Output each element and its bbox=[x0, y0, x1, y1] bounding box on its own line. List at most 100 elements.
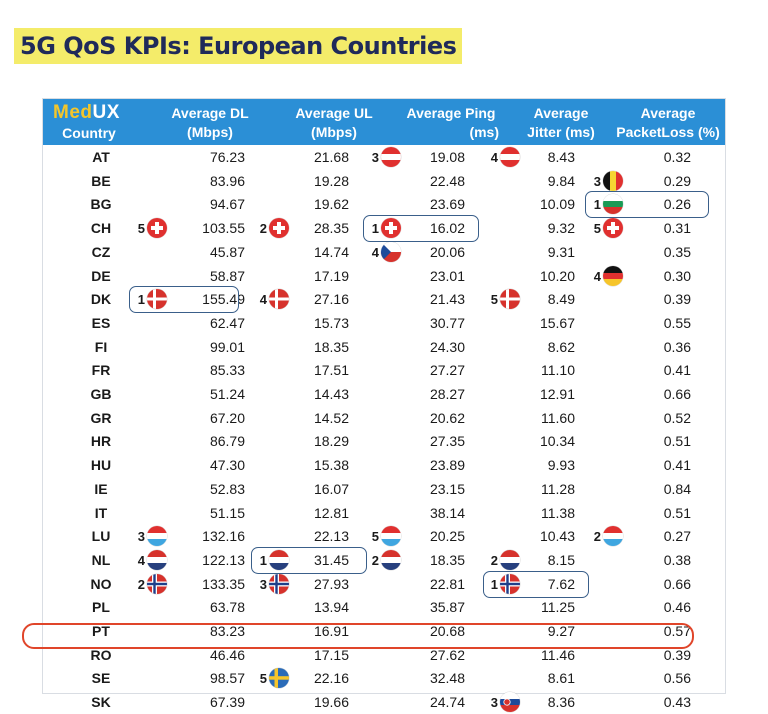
rank-number: 2 bbox=[593, 529, 601, 545]
flag-at-icon bbox=[381, 147, 401, 167]
table-row: GB 51.24 14.43 28.27 12.91 0.66 bbox=[43, 383, 725, 406]
flag-bg-icon bbox=[603, 194, 623, 215]
cell-ping: 18.35 bbox=[429, 551, 465, 568]
cell-country: GR bbox=[90, 409, 112, 426]
cell-jitter: 11.38 bbox=[541, 504, 575, 521]
cell-dl: 85.33 bbox=[209, 362, 245, 379]
table-row: DE 58.87 17.19 23.01 10.20 0.30 bbox=[43, 265, 725, 288]
header-ping-line1: Average Ping bbox=[406, 105, 496, 121]
cell-country: NL bbox=[91, 551, 111, 568]
flag-nl-icon bbox=[269, 549, 289, 570]
cell-ul: 16.91 bbox=[313, 623, 349, 639]
cell-dl: 103.55 bbox=[202, 220, 245, 237]
flag-ch-icon bbox=[269, 218, 289, 239]
cell-ping: 23.69 bbox=[429, 196, 465, 213]
cell-ul: 27.16 bbox=[313, 291, 349, 308]
flag-lu-icon bbox=[381, 526, 401, 547]
cell-pl: 0.51 bbox=[663, 504, 691, 521]
cell-country: PT bbox=[92, 623, 110, 639]
flag-nl-icon bbox=[381, 549, 401, 570]
rank-number: 3 bbox=[371, 150, 379, 165]
cell-dl: 94.67 bbox=[209, 196, 245, 213]
cell-ul: 28.35 bbox=[313, 220, 349, 237]
cell-jitter: 10.09 bbox=[539, 196, 575, 213]
table-row: RO 46.46 17.15 27.62 11.46 0.39 bbox=[43, 644, 725, 667]
header-jitter: Average Jitter (ms) bbox=[511, 104, 611, 144]
flag-de-icon bbox=[603, 265, 623, 286]
rank-number: 5 bbox=[593, 221, 601, 237]
cell-ul: 21.68 bbox=[313, 149, 349, 165]
cell-pl: 0.26 bbox=[663, 196, 691, 213]
flag-nl-icon bbox=[147, 549, 167, 570]
rank1-highlight-box bbox=[483, 570, 589, 598]
cell-ping: 22.81 bbox=[429, 575, 465, 592]
table-row: CZ 45.87 14.74 20.06 9.31 0.35 bbox=[43, 241, 725, 264]
cell-dl: 83.23 bbox=[209, 623, 245, 639]
cell-dl: 98.57 bbox=[209, 670, 245, 687]
table-row: PL 63.78 13.94 35.87 11.25 0.46 bbox=[43, 596, 725, 619]
flag-no-icon bbox=[500, 573, 520, 594]
header-packetloss: Average PacketLoss (%) bbox=[609, 104, 727, 144]
table-row: HU 47.30 15.38 23.89 9.93 0.41 bbox=[43, 454, 725, 477]
flag-sk-icon bbox=[500, 692, 520, 713]
cell-pl: 0.27 bbox=[663, 528, 691, 545]
cell-jitter: 8.62 bbox=[547, 338, 575, 355]
table-row: LU 132.16 22.13 20.25 10.43 0.27 bbox=[43, 525, 725, 548]
table-row: DK 155.49 27.16 21.43 8.49 0.39 bbox=[43, 288, 725, 311]
cell-country: ES bbox=[91, 314, 111, 331]
rank-number: 3 bbox=[593, 173, 601, 189]
rank1-highlight-box bbox=[251, 546, 367, 574]
cell-dl: 155.49 bbox=[202, 291, 245, 308]
cell-ping: 23.01 bbox=[429, 267, 465, 284]
flag-ch-icon bbox=[381, 218, 401, 239]
cell-ping: 27.27 bbox=[429, 362, 465, 379]
cell-country: SK bbox=[91, 694, 111, 711]
cell-jitter: 10.20 bbox=[539, 267, 575, 284]
flag-cz-icon bbox=[381, 241, 401, 262]
medux-logo: MedUX bbox=[53, 102, 120, 124]
flag-dk-icon bbox=[269, 289, 289, 310]
cell-country: FI bbox=[94, 338, 108, 355]
flag-no-icon bbox=[147, 573, 167, 594]
cell-country: SE bbox=[91, 670, 111, 687]
rank-number: 5 bbox=[371, 529, 379, 545]
cell-ul: 15.73 bbox=[313, 314, 349, 331]
cell-country: HR bbox=[90, 433, 112, 450]
cell-pl: 0.35 bbox=[663, 243, 691, 260]
rank-number: 1 bbox=[371, 221, 379, 237]
cell-jitter: 11.25 bbox=[541, 599, 575, 616]
cell-ul: 18.29 bbox=[313, 433, 349, 450]
cell-jitter: 12.91 bbox=[539, 386, 575, 402]
rank-number: 5 bbox=[259, 671, 267, 687]
cell-dl: 122.13 bbox=[202, 551, 245, 568]
rank-number: 5 bbox=[137, 221, 145, 237]
cell-pl: 0.52 bbox=[663, 409, 691, 426]
cell-ul: 19.62 bbox=[313, 196, 349, 213]
table-row: CH 103.55 28.35 16.02 9.32 0.31 bbox=[43, 217, 725, 240]
rank-number: 5 bbox=[490, 292, 498, 308]
cell-dl: 76.23 bbox=[209, 149, 245, 165]
cell-jitter: 11.10 bbox=[541, 362, 575, 379]
cell-dl: 47.30 bbox=[209, 457, 245, 474]
cell-ping: 20.25 bbox=[429, 528, 465, 545]
header-ping-line2: (ms) bbox=[469, 124, 499, 140]
cell-country: RO bbox=[90, 646, 112, 663]
table-row: SE 98.57 22.16 32.48 8.61 0.56 bbox=[43, 667, 725, 690]
cell-pl: 0.51 bbox=[663, 433, 691, 450]
logo-part-ux: UX bbox=[92, 102, 120, 123]
cell-ping: 24.30 bbox=[429, 338, 465, 355]
cell-ping: 22.48 bbox=[429, 172, 465, 189]
table-row: NO 133.35 27.93 22.81 7.62 0.66 bbox=[43, 573, 725, 596]
rank-number: 1 bbox=[259, 552, 267, 568]
flag-be-icon bbox=[603, 170, 623, 191]
cell-pl: 0.43 bbox=[663, 694, 691, 711]
cell-ping: 21.43 bbox=[429, 291, 465, 308]
cell-pl: 0.32 bbox=[663, 149, 691, 165]
cell-jitter: 8.61 bbox=[547, 670, 575, 687]
cell-pl: 0.39 bbox=[663, 291, 691, 308]
cell-pl: 0.29 bbox=[663, 172, 691, 189]
cell-country: LU bbox=[91, 528, 111, 545]
flag-no-icon bbox=[269, 573, 289, 594]
cell-jitter: 10.34 bbox=[539, 433, 575, 450]
cell-pl: 0.46 bbox=[663, 599, 691, 616]
